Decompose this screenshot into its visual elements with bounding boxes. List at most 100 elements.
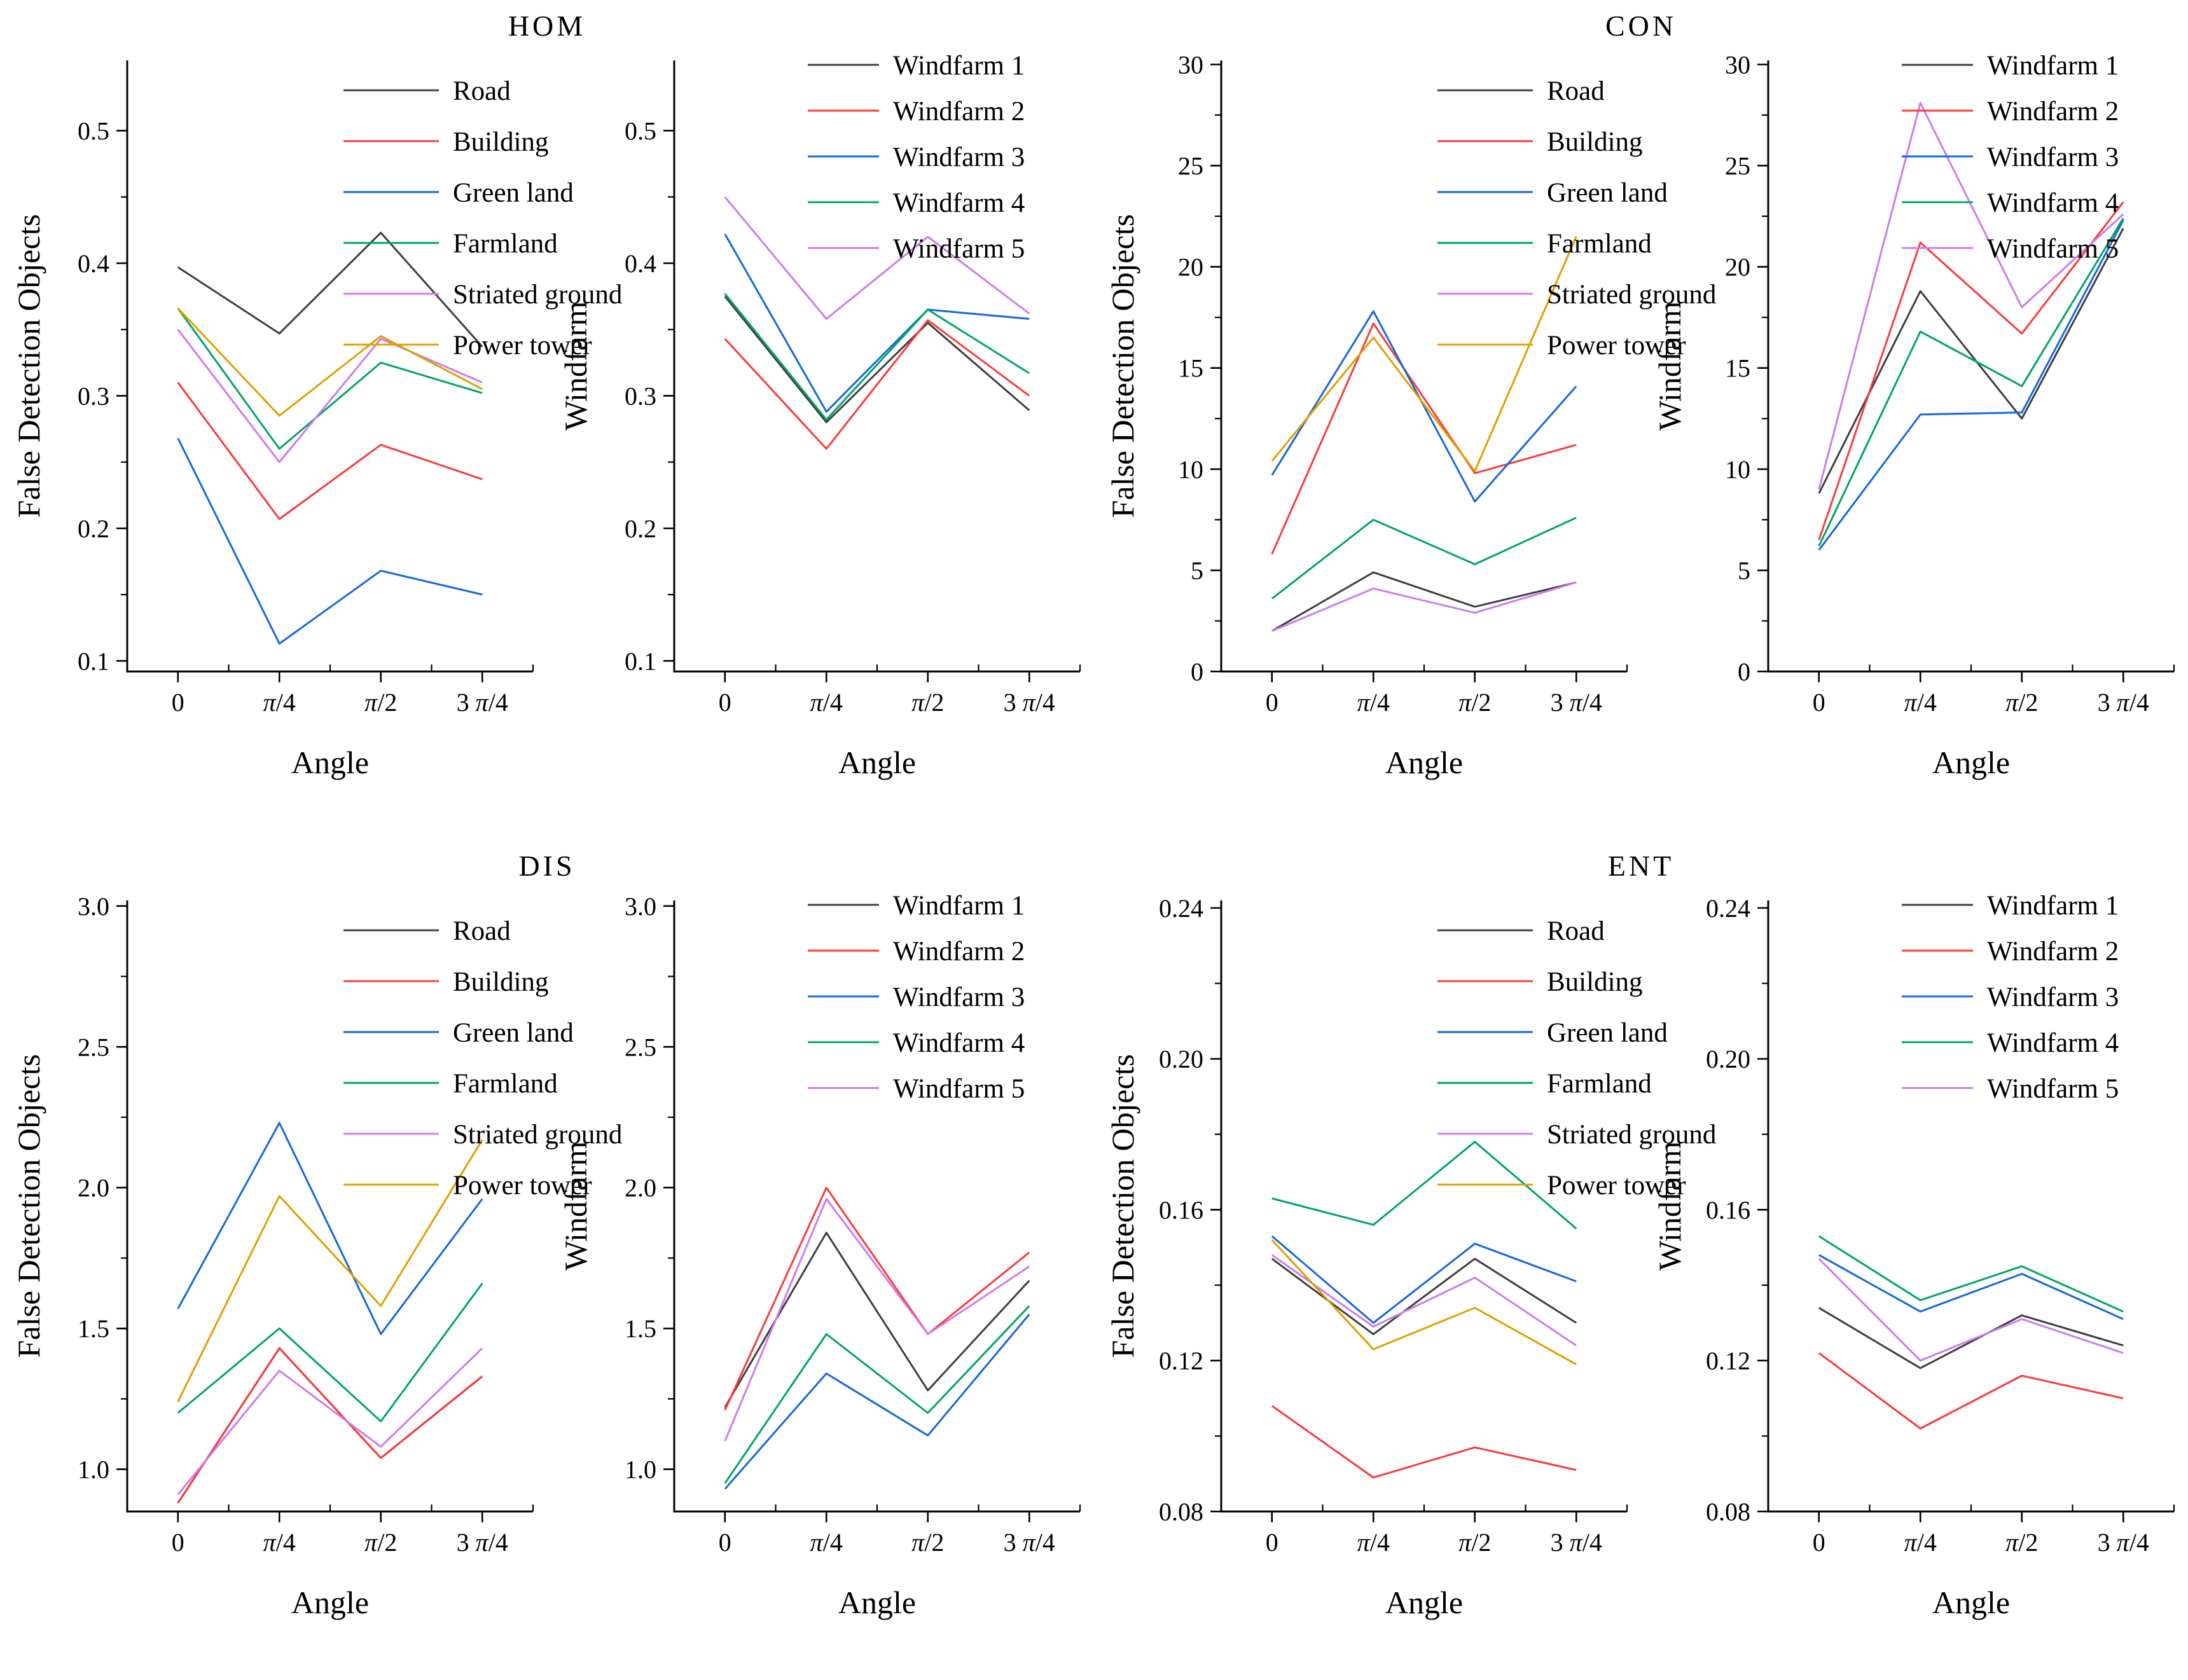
series-line-road: [177, 231, 483, 348]
series-line-green-land: [177, 437, 483, 645]
x-tick-label: π/4: [810, 688, 843, 717]
legend-label-power-tower: Power tower: [453, 331, 592, 361]
y-tick-label: 0.16: [1706, 1195, 1750, 1224]
series-line-windfarm-1: [1818, 1307, 2124, 1370]
legend-label-green-land: Green land: [453, 1018, 574, 1048]
y-axis-label: False Detection Objects: [1105, 214, 1140, 518]
y-tick-label: 0.5: [625, 116, 656, 145]
y-axis: 1.0 1.5 2.0 2.5 3.0: [78, 892, 127, 1484]
series-line-road: [1271, 571, 1577, 632]
y-axis: 0.08 0.12 0.16 0.20 0.24: [1706, 894, 1768, 1526]
panel-con-charts: 0 5 10 15 20 25 30 0 π/4 π/2 3 π/4 Angle False Detec…: [1094, 0, 2188, 840]
legend: Road Building Green land Farmland Striated g…: [1437, 76, 1716, 361]
legend-label-green-land: Green land: [1547, 178, 1668, 208]
y-tick-label: 0.08: [1706, 1498, 1750, 1526]
x-tick-label: 3 π/4: [1551, 1528, 1602, 1557]
series-line-windfarm-5: [1818, 1258, 2124, 1362]
y-tick-label: 15: [1178, 354, 1203, 383]
series-lines: [1271, 236, 1577, 632]
legend-label-farmland: Farmland: [453, 1069, 558, 1099]
x-tick-label: 3 π/4: [457, 688, 508, 717]
legend-label-road: Road: [453, 76, 511, 106]
x-axis-label: Angle: [1932, 1585, 2010, 1620]
y-axis-label: False Detection Objects: [1105, 1054, 1140, 1358]
y-axis-label: Windfarm: [1652, 301, 1687, 431]
series-line-windfarm-1: [1818, 228, 2124, 494]
legend-label-farmland: Farmland: [1547, 1069, 1652, 1099]
y-tick-label: 30: [1725, 50, 1750, 79]
y-tick-label: 0.24: [1706, 894, 1750, 923]
y-tick-label: 20: [1178, 253, 1203, 282]
series-line-power-tower: [177, 1139, 483, 1402]
legend-label-power-tower: Power tower: [1547, 331, 1686, 361]
series-line-power-tower: [1271, 1239, 1577, 1365]
legend-label-windfarm-1: Windfarm 1: [893, 51, 1025, 81]
panel-hom: HOM 0.1 0.2 0.3 0.4 0.5 0 π/4 π/2 3 π/4 Angle Fals…: [0, 0, 1094, 840]
series-lines: [724, 196, 1030, 450]
series-line-farmland: [177, 307, 483, 450]
y-tick-label: 20: [1725, 253, 1750, 282]
panel-dis: DIS 1.0 1.5 2.0 2.5 3.0 0 π/4 π/2 3 π/4 Angle Fals…: [0, 840, 1094, 1680]
x-tick-label: π/4: [1357, 688, 1390, 717]
y-axis-label: False Detection Objects: [11, 214, 46, 518]
x-tick-label: π/2: [2005, 688, 2038, 717]
y-axis: 1.0 1.5 2.0 2.5 3.0: [625, 892, 674, 1484]
panel-title-dis: DIS: [518, 850, 576, 882]
chart-hom-windfarm: 0.1 0.2 0.3 0.4 0.5 0 π/4 π/2 3 π/4 Angle Windfarm…: [558, 51, 1081, 780]
chart-dis-windfarm: 1.0 1.5 2.0 2.5 3.0 0 π/4 π/2 3 π/4 Angle Windfarm…: [558, 891, 1081, 1620]
legend-label-windfarm-3: Windfarm 3: [893, 142, 1025, 172]
series-lines: [1271, 1141, 1577, 1479]
y-tick-label: 0: [1191, 658, 1203, 686]
x-tick-label: π/4: [1904, 688, 1937, 717]
x-axis: 0 π/4 π/2 3 π/4: [1813, 664, 2175, 717]
y-tick-label: 2.0: [78, 1174, 109, 1202]
y-tick-label: 10: [1725, 455, 1750, 484]
panel-hom-charts: 0.1 0.2 0.3 0.4 0.5 0 π/4 π/2 3 π/4 Angle False De…: [0, 0, 1094, 840]
legend-label-farmland: Farmland: [453, 229, 558, 259]
legend-label-windfarm-5: Windfarm 5: [893, 234, 1025, 264]
series-line-green-land: [1271, 1235, 1577, 1324]
series-line-power-tower: [1271, 236, 1577, 472]
y-axis: 0.1 0.2 0.3 0.4 0.5: [625, 116, 674, 675]
y-tick-label: 3.0: [625, 892, 656, 921]
series-line-building: [1271, 322, 1577, 555]
legend-label-windfarm-2: Windfarm 2: [1987, 97, 2119, 127]
legend-label-windfarm-4: Windfarm 4: [1987, 188, 2119, 218]
series-line-striated-ground: [177, 329, 483, 464]
series-line-windfarm-1: [724, 1232, 1030, 1408]
y-tick-label: 0.08: [1159, 1498, 1203, 1526]
x-tick-label: π/4: [263, 1528, 296, 1557]
series-line-windfarm-4: [1818, 1235, 2124, 1312]
x-tick-label: 3 π/4: [1004, 1528, 1055, 1557]
chart-ent-false-detection-objects: 0.08 0.12 0.16 0.20 0.24 0 π/4 π/2 3 π/4 Angle Fal…: [1105, 894, 1716, 1620]
y-axis: 0.1 0.2 0.3 0.4 0.5: [78, 116, 127, 675]
x-axis: 0 π/4 π/2 3 π/4: [172, 1504, 534, 1557]
y-axis: 0.08 0.12 0.16 0.20 0.24: [1159, 894, 1221, 1526]
panel-dis-charts: 1.0 1.5 2.0 2.5 3.0 0 π/4 π/2 3 π/4 Angle False De…: [0, 840, 1094, 1680]
y-tick-label: 1.5: [78, 1314, 109, 1343]
series-lines: [724, 1187, 1030, 1490]
y-tick-label: 2.5: [625, 1033, 656, 1061]
axes: [126, 60, 533, 673]
y-tick-label: 0.12: [1706, 1347, 1750, 1375]
legend-label-green-land: Green land: [453, 178, 574, 208]
legend-label-building: Building: [453, 127, 549, 157]
legend-label-windfarm-5: Windfarm 5: [893, 1074, 1025, 1104]
y-tick-label: 0.1: [625, 647, 656, 675]
chart-con-false-detection-objects: 0 5 10 15 20 25 30 0 π/4 π/2 3 π/4 Angle False Detec…: [1105, 50, 1716, 780]
series-line-road: [177, 1347, 483, 1504]
y-axis-label: Windfarm: [558, 301, 593, 431]
series-line-striated-ground: [1271, 1254, 1577, 1347]
legend-label-windfarm-4: Windfarm 4: [1987, 1028, 2119, 1058]
legend-label-windfarm-5: Windfarm 5: [1987, 234, 2119, 264]
chart-dis-false-detection-objects: 1.0 1.5 2.0 2.5 3.0 0 π/4 π/2 3 π/4 Angle False De…: [11, 892, 622, 1620]
y-tick-label: 0.24: [1159, 894, 1203, 923]
series-line-windfarm-2: [1818, 1352, 2124, 1429]
legend-label-building: Building: [1547, 127, 1643, 157]
legend: Road Building Green land Farmland Striated g…: [1437, 916, 1716, 1201]
series-line-striated-ground: [1271, 581, 1577, 632]
series-line-windfarm-5: [724, 196, 1030, 320]
y-axis-label: Windfarm: [558, 1141, 593, 1271]
series-lines: [1818, 102, 2124, 551]
series-line-windfarm-3: [1818, 1254, 2124, 1320]
